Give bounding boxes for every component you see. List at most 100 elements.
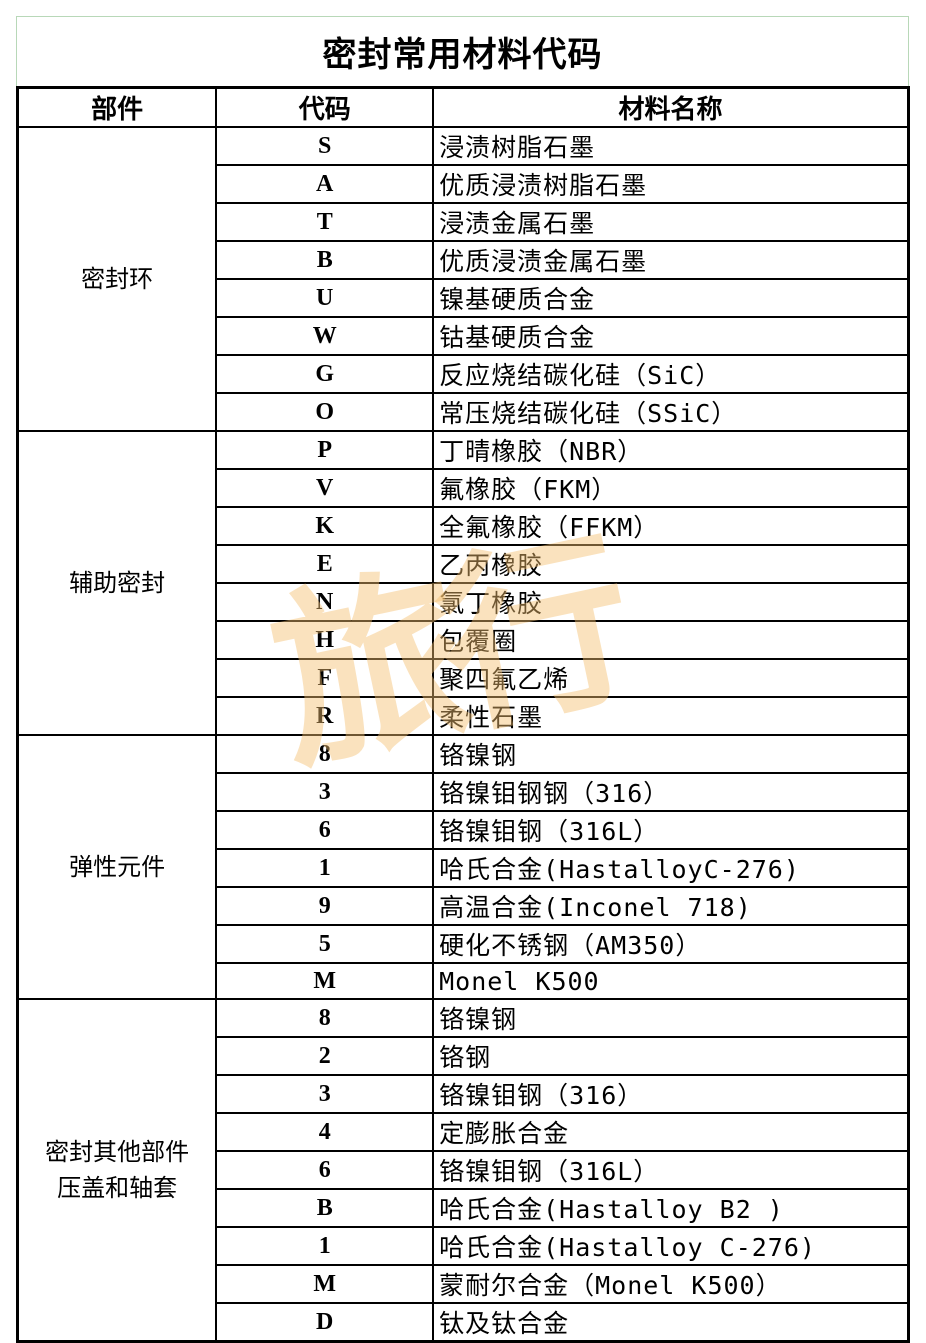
material-name-cell: Monel K500 <box>432 962 910 1000</box>
material-name-cell: 铬镍钢 <box>432 998 910 1038</box>
material-name-cell: 全氟橡胶（FFKM） <box>432 506 910 546</box>
material-name-cell: 铬镍钼钢（316L） <box>432 810 910 850</box>
code-cell: N <box>215 582 435 622</box>
material-name-cell: 优质浸渍树脂石墨 <box>432 164 910 204</box>
material-name-cell: 铬镍钢 <box>432 734 910 774</box>
material-name-cell: 优质浸渍金属石墨 <box>432 240 910 280</box>
material-name-cell: 铬镍钼钢（316） <box>432 1074 910 1114</box>
page-title: 密封常用材料代码 <box>322 35 603 75</box>
code-cell: B <box>215 240 435 280</box>
material-name-cell: 铬镍钼钢钢（316） <box>432 772 910 812</box>
material-name-cell: 哈氏合金(Hastalloy B2 ) <box>432 1188 910 1228</box>
part-cell: 弹性元件 <box>16 734 218 1000</box>
table-row: 6 铬镍钼钢（316L） <box>18 1150 910 1190</box>
table-row: A 优质浸渍树脂石墨 <box>18 164 910 204</box>
code-cell: 8 <box>215 998 435 1038</box>
header-part: 部件 <box>16 86 218 128</box>
header-material-name: 材料名称 <box>432 86 910 128</box>
code-cell: 5 <box>215 924 435 964</box>
table-row: 弹性元件 8 铬镍钢 <box>16 734 910 1000</box>
part-cell: 密封环 <box>16 126 218 432</box>
table-row: K 全氟橡胶（FFKM） <box>18 506 910 546</box>
code-cell: M <box>215 962 435 1000</box>
material-name-cell: 高温合金(Inconel 718) <box>432 886 910 926</box>
material-name-cell: 柔性石墨 <box>432 696 910 736</box>
code-cell: 4 <box>215 1112 435 1152</box>
material-name-cell: 铬镍钼钢（316L） <box>432 1150 910 1190</box>
code-cell: 6 <box>215 810 435 850</box>
table-row: B 哈氏合金(Hastalloy B2 ) <box>18 1188 910 1228</box>
material-name-cell: 铬钢 <box>432 1036 910 1076</box>
code-cell: H <box>215 620 435 660</box>
code-cell: U <box>215 278 435 318</box>
table-row: 6 铬镍钼钢（316L） <box>18 810 910 850</box>
code-cell: 8 <box>215 734 435 774</box>
header-code: 代码 <box>215 86 435 128</box>
table-row: 3 铬镍钼钢钢（316） <box>18 772 910 812</box>
header-row: 部件 代码 材料名称 <box>16 86 910 128</box>
part-cell: 辅助密封 <box>16 430 218 736</box>
table-row: G 反应烧结碳化硅（SiC） <box>18 354 910 394</box>
table-row: F 聚四氟乙烯 <box>18 658 910 698</box>
material-name-cell: 常压烧结碳化硅（SSiC） <box>432 392 910 432</box>
code-cell: G <box>215 354 435 394</box>
part-cell: 密封其他部件 压盖和轴套 <box>16 998 218 1343</box>
material-name-cell: 镍基硬质合金 <box>432 278 910 318</box>
table-row: 1 哈氏合金(Hastalloy C-276) <box>18 1226 910 1266</box>
material-name-cell: 浸渍金属石墨 <box>432 202 910 242</box>
table-row: 4 定膨胀合金 <box>18 1112 910 1152</box>
table-row: 5 硬化不锈钢（AM350） <box>18 924 910 964</box>
material-name-cell: 定膨胀合金 <box>432 1112 910 1152</box>
code-cell: 1 <box>215 1226 435 1266</box>
material-name-cell: 乙丙橡胶 <box>432 544 910 584</box>
table-row: T 浸渍金属石墨 <box>18 202 910 242</box>
material-name-cell: 蒙耐尔合金（Monel K500） <box>432 1264 910 1304</box>
table-row: W 钴基硬质合金 <box>18 316 910 356</box>
code-cell: E <box>215 544 435 584</box>
table-row: 1 哈氏合金(HastalloyC-276) <box>18 848 910 888</box>
code-cell: 6 <box>215 1150 435 1190</box>
material-name-cell: 钛及钛合金 <box>432 1302 910 1343</box>
code-cell: 3 <box>215 772 435 812</box>
code-cell: A <box>215 164 435 204</box>
table-row: O 常压烧结碳化硅（SSiC） <box>18 392 910 432</box>
code-cell: R <box>215 696 435 736</box>
code-cell: F <box>215 658 435 698</box>
table-row: M Monel K500 <box>18 962 910 1000</box>
material-name-cell: 浸渍树脂石墨 <box>432 126 910 166</box>
table-row: N 氯丁橡胶 <box>18 582 910 622</box>
code-cell: B <box>215 1188 435 1228</box>
table-row: 密封其他部件 压盖和轴套 8 铬镍钢 <box>16 998 910 1343</box>
material-name-cell: 聚四氟乙烯 <box>432 658 910 698</box>
table-row: H 包覆圈 <box>18 620 910 660</box>
table-row: 9 高温合金(Inconel 718) <box>18 886 910 926</box>
material-name-cell: 硬化不锈钢（AM350） <box>432 924 910 964</box>
material-name-cell: 氯丁橡胶 <box>432 582 910 622</box>
code-cell: 3 <box>215 1074 435 1114</box>
code-cell: T <box>215 202 435 242</box>
code-cell: S <box>215 126 435 166</box>
material-name-cell: 反应烧结碳化硅（SiC） <box>432 354 910 394</box>
code-cell: P <box>215 430 435 470</box>
code-cell: W <box>215 316 435 356</box>
table-row: R 柔性石墨 <box>18 696 910 736</box>
code-cell: 2 <box>215 1036 435 1076</box>
table-row: 密封环 S 浸渍树脂石墨 <box>16 126 910 432</box>
materials-table: 部件 代码 材料名称 密封环 S 浸渍树脂石墨 A 优质浸渍树脂石墨 T 浸渍金属石墨 B 优质… <box>16 86 910 1343</box>
code-cell: D <box>215 1302 435 1343</box>
code-cell: O <box>215 392 435 432</box>
code-cell: M <box>215 1264 435 1304</box>
material-name-cell: 哈氏合金(HastalloyC-276) <box>432 848 910 888</box>
material-name-cell: 氟橡胶（FKM） <box>432 468 910 508</box>
material-name-cell: 哈氏合金(Hastalloy C-276) <box>432 1226 910 1266</box>
material-name-cell: 钴基硬质合金 <box>432 316 910 356</box>
table-row: 2 铬钢 <box>18 1036 910 1076</box>
table-row: 3 铬镍钼钢（316） <box>18 1074 910 1114</box>
material-name-cell: 丁晴橡胶（NBR） <box>432 430 910 470</box>
table-body: 密封环 S 浸渍树脂石墨 A 优质浸渍树脂石墨 T 浸渍金属石墨 B 优质浸渍金属石墨 U 镍基硬质… <box>16 126 910 1343</box>
table-row: U 镍基硬质合金 <box>18 278 910 318</box>
material-name-cell: 包覆圈 <box>432 620 910 660</box>
table-row: B 优质浸渍金属石墨 <box>18 240 910 280</box>
table-row: E 乙丙橡胶 <box>18 544 910 584</box>
code-cell: V <box>215 468 435 508</box>
